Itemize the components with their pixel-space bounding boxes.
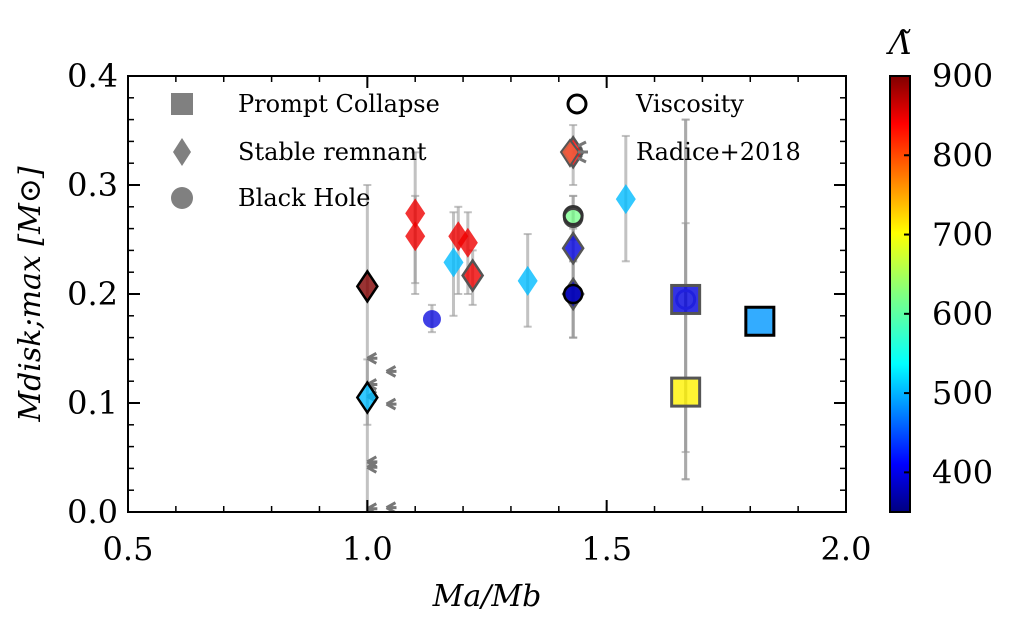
x-tick-label: 0.5 [103,530,154,568]
y-tick-label: 0.4 [67,57,118,95]
legend-diamond-marker [173,138,191,166]
legend-label-stable-remnant: Stable remnant [238,138,427,166]
y-tick-label: 0.1 [67,384,118,422]
radice-tri-marker [366,460,378,474]
radice-tri-marker [385,397,397,411]
colorbar-tick-label: 900 [932,57,993,95]
legend-square-marker [171,93,193,115]
colorbar-tick-label: 700 [932,216,993,254]
legend: Prompt Collapse Stable remnant Black Hol… [171,90,801,212]
diamond-marker [517,265,538,296]
diamond-marker [443,247,464,278]
x-axis-ticks: 0.5 1.0 1.5 2.0 [103,76,872,568]
open-circle-marker [562,205,584,227]
colorbar-ticks: 400 500 600 700 800 900 [904,57,993,491]
diamond-marker [457,227,478,258]
square-marker [670,376,702,408]
diamond-marker [355,380,379,415]
diamond-marker [405,198,426,229]
legend-label-prompt-collapse: Prompt Collapse [238,90,440,118]
square-marker [744,305,776,337]
y-tick-label: 0.2 [67,275,118,313]
colorbar-tick-label: 600 [932,295,993,333]
y-axis-ticks: 0.0 0.1 0.2 0.3 0.4 [67,57,846,531]
legend-open-circle-marker [566,93,588,115]
legend-label-radice: Radice+2018 [636,138,801,166]
colorbar-tick-label: 500 [932,374,993,412]
diamond-marker [405,221,426,252]
diamond-marker [461,258,485,293]
radice-tri-marker [366,351,378,365]
colorbar-tick-label: 800 [932,136,993,174]
colorbar-gradient [889,75,911,513]
x-tick-label: 1.0 [342,530,393,568]
colorbar: 400 500 600 700 800 900 Λ̃ [885,24,993,513]
x-tick-label: 1.5 [581,530,632,568]
radice-markers [366,145,584,512]
y-tick-label: 0.0 [67,493,118,531]
x-axis-title: Ma/Mb [432,579,542,614]
error-bars [363,118,690,512]
radice-tri-marker [385,365,397,378]
colorbar-tick-label: 400 [932,453,993,491]
y-tick-label: 0.3 [67,166,118,204]
y-axis-title: Mdisk;max [M⊙] [13,166,48,423]
legend-tri-marker [559,138,588,168]
diamond-marker [561,230,585,266]
diamond-marker [615,184,636,215]
diamond-marker [355,269,379,304]
circle-marker [562,283,584,305]
data-markers [355,135,776,415]
legend-circle-marker [171,187,193,209]
legend-label-viscosity: Viscosity [635,90,744,118]
colorbar-title: Λ̃ [885,24,911,62]
x-tick-label: 2.0 [821,530,872,568]
circle-marker [422,310,441,329]
legend-label-black-hole: Black Hole [238,184,371,212]
open-circle-marker [675,288,697,310]
